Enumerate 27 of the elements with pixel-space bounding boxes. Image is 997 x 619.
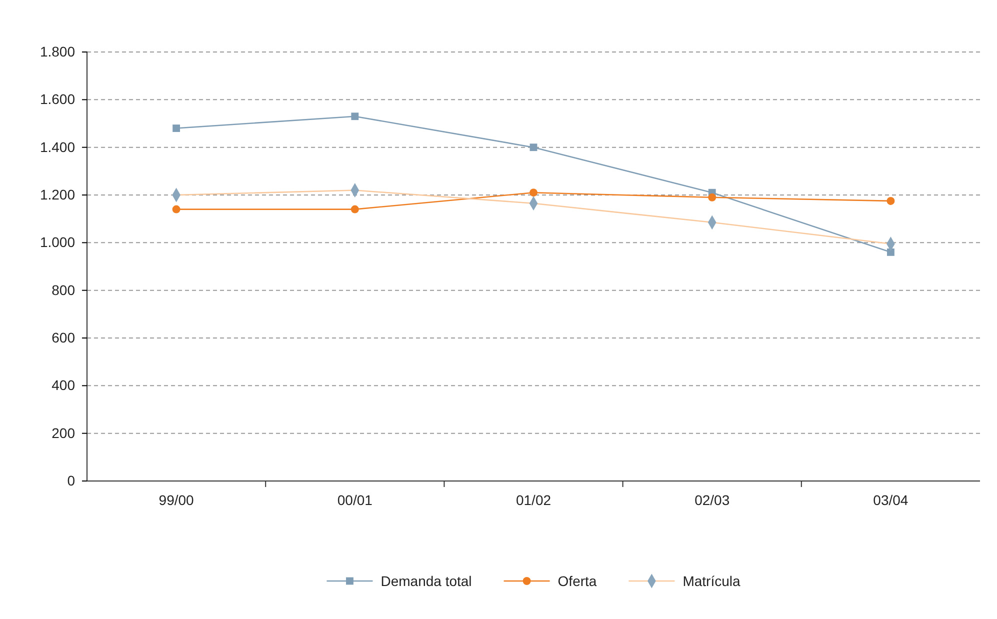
y-tick-label: 1.200 xyxy=(40,186,76,202)
x-tick-label: 02/03 xyxy=(694,492,730,508)
y-tick-label: 600 xyxy=(52,329,76,346)
x-tick-label: 03/04 xyxy=(873,492,908,508)
x-tick-label: 99/00 xyxy=(158,492,194,508)
point xyxy=(172,124,180,132)
x-tick-label: 00/01 xyxy=(337,492,373,508)
x-tick-label: 01/02 xyxy=(516,492,552,508)
y-tick-label: 1.000 xyxy=(40,234,76,250)
y-tick-label: 400 xyxy=(52,377,76,394)
point xyxy=(351,112,359,120)
point xyxy=(172,205,180,214)
point xyxy=(886,248,894,256)
point xyxy=(530,144,538,152)
point xyxy=(530,188,538,197)
y-tick-label: 1.600 xyxy=(40,91,76,108)
legend-label: Matrícula xyxy=(682,572,740,589)
y-tick-label: 800 xyxy=(52,282,76,298)
legend-label: Demanda total xyxy=(380,572,472,589)
point xyxy=(886,196,895,205)
y-tick-label: 0 xyxy=(67,472,76,488)
point xyxy=(350,205,359,214)
y-tick-label: 200 xyxy=(52,424,76,441)
point xyxy=(708,193,716,202)
legend-label: Oferta xyxy=(558,572,597,589)
y-tick-label: 1.400 xyxy=(40,138,76,155)
y-tick-label: 1.800 xyxy=(40,43,76,60)
